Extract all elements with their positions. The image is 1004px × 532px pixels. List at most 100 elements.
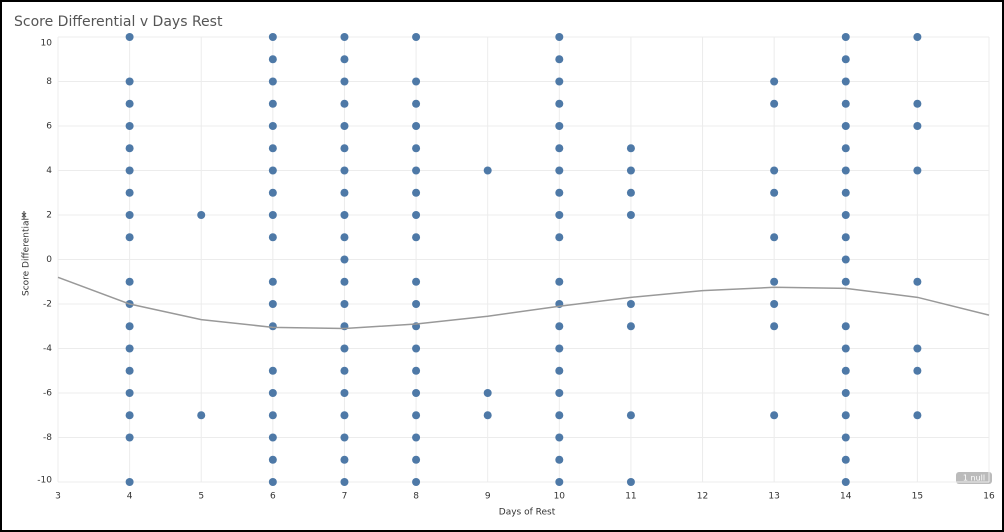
null-indicator[interactable]: 1 null xyxy=(963,474,985,483)
point xyxy=(841,144,850,153)
y-tick-label: -8 xyxy=(43,433,52,443)
point xyxy=(841,77,850,86)
point xyxy=(268,389,277,397)
point xyxy=(340,255,349,264)
point xyxy=(841,211,850,219)
point xyxy=(841,33,850,41)
point xyxy=(412,144,421,153)
x-tick-label: 14 xyxy=(840,492,852,502)
point xyxy=(913,99,922,108)
point xyxy=(340,122,349,130)
y-tick-label: 8 xyxy=(46,77,52,87)
x-tick-label: 8 xyxy=(413,492,419,502)
point xyxy=(626,322,635,331)
point xyxy=(125,77,134,86)
point xyxy=(412,77,421,86)
point xyxy=(340,366,349,375)
y-tick-label: 4 xyxy=(46,166,52,176)
point xyxy=(268,277,277,286)
x-tick-label: 16 xyxy=(983,492,995,502)
point xyxy=(555,77,564,86)
point xyxy=(770,99,779,108)
point xyxy=(913,366,922,375)
point xyxy=(268,455,277,464)
point xyxy=(841,322,850,331)
point xyxy=(412,411,421,420)
point xyxy=(412,389,421,397)
point xyxy=(841,255,850,264)
point xyxy=(268,233,277,242)
point xyxy=(268,188,277,197)
point xyxy=(340,277,349,286)
point xyxy=(412,99,421,108)
point xyxy=(340,300,349,308)
sort-icon[interactable] xyxy=(21,211,27,219)
point xyxy=(555,277,564,286)
y-tick-label: -4 xyxy=(43,344,52,354)
point xyxy=(841,166,850,175)
point xyxy=(770,77,779,86)
point xyxy=(913,122,922,130)
point xyxy=(555,344,564,353)
point xyxy=(125,411,134,420)
point xyxy=(841,55,850,64)
point xyxy=(841,233,850,242)
point xyxy=(125,211,134,219)
point xyxy=(913,411,922,420)
x-tick-label: 9 xyxy=(485,492,491,502)
point xyxy=(268,366,277,375)
point xyxy=(125,433,134,442)
point xyxy=(555,144,564,153)
point xyxy=(340,433,349,442)
x-tick-label: 13 xyxy=(768,492,779,502)
point xyxy=(125,233,134,242)
point xyxy=(841,366,850,375)
point xyxy=(412,166,421,175)
point xyxy=(770,188,779,197)
point xyxy=(555,211,564,219)
point xyxy=(268,144,277,153)
x-tick-label: 5 xyxy=(198,492,204,502)
point xyxy=(197,211,206,219)
point xyxy=(412,478,421,486)
x-tick-label: 7 xyxy=(342,492,348,502)
point xyxy=(626,166,635,175)
point xyxy=(483,166,492,175)
trend-line xyxy=(57,276,990,330)
point xyxy=(841,478,850,486)
point xyxy=(913,344,922,353)
point xyxy=(841,122,850,130)
point xyxy=(125,99,134,108)
point xyxy=(268,433,277,442)
chart-title: Score Differential v Days Rest xyxy=(14,14,223,30)
y-tick-label: 6 xyxy=(46,122,52,132)
point xyxy=(125,166,134,175)
point xyxy=(841,188,850,197)
point xyxy=(841,433,850,442)
point xyxy=(626,300,635,308)
point xyxy=(770,233,779,242)
x-axis-label: Days of Rest xyxy=(499,508,556,518)
point xyxy=(626,478,635,486)
point xyxy=(412,455,421,464)
point xyxy=(340,188,349,197)
point xyxy=(268,166,277,175)
point xyxy=(555,55,564,64)
y-tick-label: 2 xyxy=(46,211,52,221)
null-badge[interactable] xyxy=(956,472,992,484)
point xyxy=(340,144,349,153)
point xyxy=(340,166,349,175)
y-tick-label: -6 xyxy=(43,389,52,399)
x-tick-label: 15 xyxy=(912,492,923,502)
point xyxy=(268,211,277,219)
point xyxy=(770,300,779,308)
point xyxy=(125,277,134,286)
point xyxy=(555,411,564,420)
point xyxy=(841,411,850,420)
point xyxy=(412,433,421,442)
point xyxy=(340,389,349,397)
point xyxy=(913,166,922,175)
point xyxy=(913,33,922,41)
point xyxy=(268,33,277,41)
